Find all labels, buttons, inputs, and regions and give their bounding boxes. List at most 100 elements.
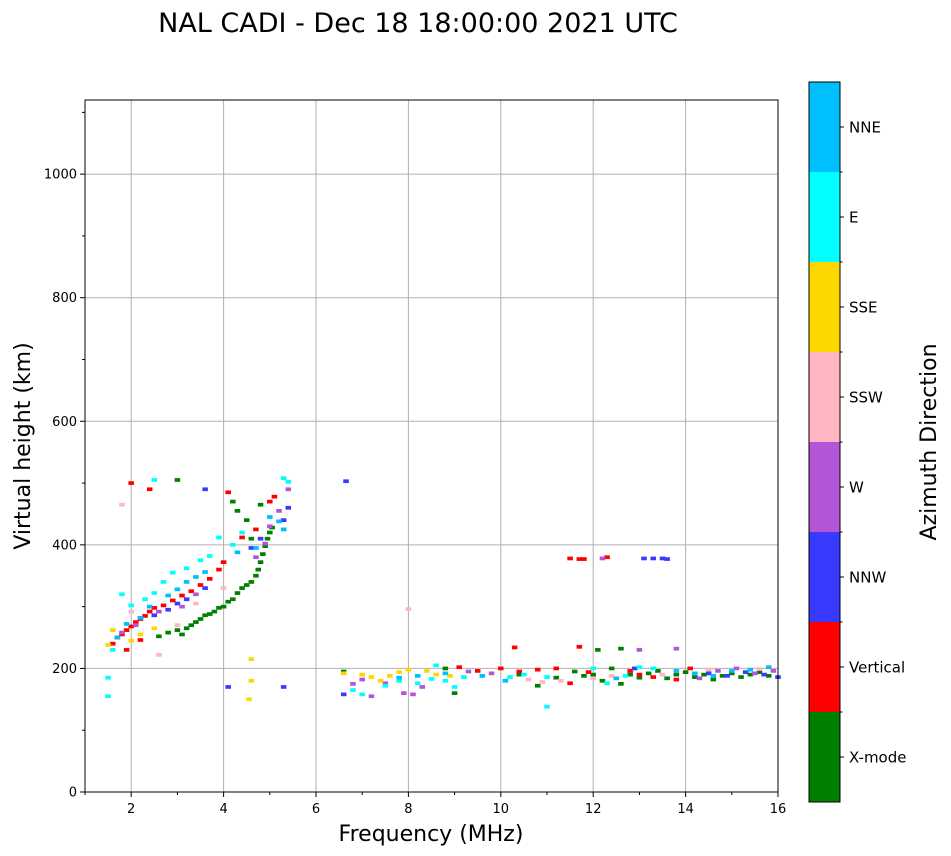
data-point-x-mode — [719, 673, 726, 678]
data-point-x-mode — [534, 683, 541, 688]
data-point-e — [109, 648, 116, 652]
data-point-vertical — [516, 669, 523, 674]
data-point-x-mode — [257, 560, 264, 565]
data-point-w — [156, 609, 162, 614]
data-point-vertical — [123, 648, 130, 652]
data-point-sse — [405, 667, 412, 672]
data-point-nnw — [705, 671, 712, 676]
data-point-x-mode — [156, 634, 162, 639]
data-point-vertical — [133, 620, 139, 624]
data-point-e — [197, 558, 204, 563]
colorbar-label: NNW — [849, 569, 886, 587]
data-point-ssw — [193, 601, 199, 606]
data-point-w — [276, 509, 282, 513]
colorbar: X-mode Vertical NNW W SSW SSE E NNE — [808, 81, 906, 803]
data-point-vertical — [474, 669, 481, 673]
x-tick-label: 12 — [585, 802, 602, 817]
data-point-x-mode — [260, 552, 266, 556]
data-point-nne — [146, 604, 153, 609]
data-point-e — [151, 478, 158, 482]
data-point-e — [105, 675, 111, 680]
data-point-vertical — [636, 672, 643, 677]
data-point-vertical — [170, 598, 176, 603]
y-tick-label: 0 — [69, 786, 77, 801]
data-point-nnw — [641, 556, 647, 561]
data-point-nne — [183, 580, 190, 584]
data-point-sse — [447, 673, 453, 678]
data-point-e — [170, 570, 176, 575]
data-point-w — [673, 646, 680, 651]
data-point-w — [368, 694, 375, 699]
data-point-w — [733, 666, 740, 671]
data-point-w — [488, 671, 495, 676]
data-point-sse — [433, 672, 439, 677]
data-point-x-mode — [230, 597, 236, 602]
data-point-vertical — [576, 557, 583, 561]
data-point-e — [396, 678, 402, 683]
data-point-e — [451, 685, 458, 689]
data-point-x-mode — [220, 604, 227, 609]
data-point-x-mode — [216, 606, 222, 610]
data-point-nne — [267, 515, 273, 519]
data-point-nnw — [632, 666, 638, 671]
data-point-w — [419, 685, 426, 689]
data-point-x-mode — [701, 672, 707, 677]
data-point-nne — [442, 671, 449, 676]
data-point-x-mode — [636, 675, 643, 680]
data-point-w — [179, 604, 185, 609]
colorbar-label: SSE — [849, 299, 878, 317]
data-point-vertical — [604, 555, 610, 560]
data-point-e — [105, 694, 111, 699]
data-point-ssw — [590, 676, 596, 681]
y-tick-label: 1000 — [44, 168, 77, 183]
data-point-x-mode — [581, 673, 587, 678]
data-point-e — [216, 535, 222, 540]
data-point-w — [696, 676, 703, 681]
data-point-nnw — [248, 546, 255, 550]
data-point-vertical — [123, 628, 130, 632]
colorbar-label: E — [849, 209, 858, 227]
data-point-x-mode — [599, 678, 606, 683]
data-point-vertical — [498, 666, 504, 671]
data-point-nnw — [659, 556, 666, 561]
data-point-ssw — [608, 673, 615, 678]
data-point-x-mode — [442, 666, 449, 671]
data-point-w — [359, 677, 365, 682]
data-point-x-mode — [165, 630, 171, 635]
data-point-vertical — [137, 638, 144, 642]
data-point-sse — [340, 671, 347, 676]
data-point-nnw — [280, 685, 287, 689]
data-point-nne — [193, 575, 199, 579]
data-point-x-mode — [202, 613, 208, 618]
plot-frame — [84, 99, 779, 793]
colorbar-title: Azimuth Direction — [917, 343, 942, 540]
data-point-nne — [747, 667, 754, 672]
data-point-e — [428, 677, 435, 681]
colorbar-label: W — [849, 479, 864, 497]
data-point-vertical — [687, 666, 693, 671]
colorbar-segment-sse — [809, 262, 840, 352]
data-point-sse — [128, 638, 134, 643]
data-point-ssw — [119, 502, 125, 507]
data-point-ssw — [174, 623, 181, 628]
data-point-vertical — [142, 614, 148, 618]
data-point-x-mode — [257, 502, 264, 507]
data-point-nne — [414, 673, 421, 678]
data-point-x-mode — [264, 536, 271, 541]
data-point-vertical — [673, 677, 680, 682]
data-point-x-mode — [747, 672, 754, 677]
data-point-w — [262, 541, 268, 546]
data-point-nnw — [340, 692, 347, 697]
data-point-nne — [710, 673, 717, 678]
data-point-ssw — [558, 678, 564, 683]
y-tick-label: 400 — [52, 538, 77, 553]
data-point-x-mode — [590, 672, 596, 677]
data-point-e — [442, 678, 449, 683]
data-point-vertical — [225, 490, 231, 495]
data-point-nne — [114, 635, 121, 640]
data-point-nne — [280, 527, 287, 532]
data-point-vertical — [553, 666, 560, 671]
data-point-vertical — [534, 667, 541, 672]
data-point-e — [119, 592, 125, 597]
